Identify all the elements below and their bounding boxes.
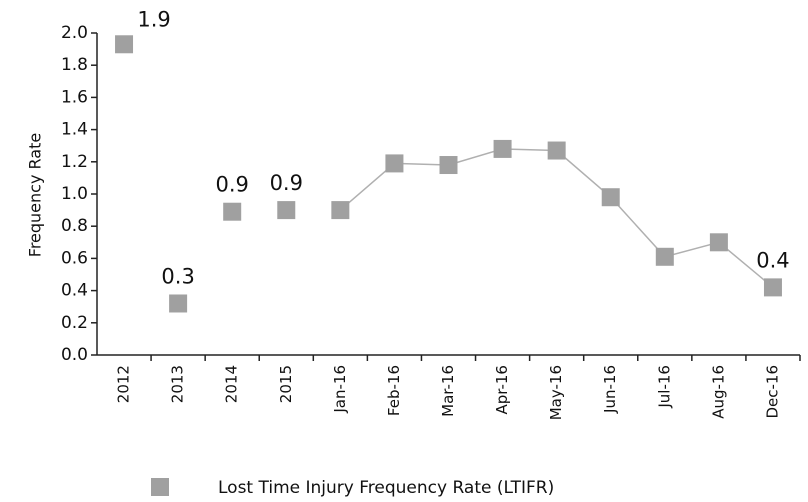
marker [169,294,188,313]
y-tick-label: 1.2 [61,152,88,172]
legend-marker [151,478,169,496]
x-tick-label: Feb-16 [385,365,403,416]
marker [439,156,458,175]
y-tick-label: 1.4 [61,120,88,140]
value-label: 1.9 [137,7,170,31]
value-label: 0.9 [215,173,248,197]
x-tick-label: Jul-16 [655,365,673,409]
value-label: 0.9 [270,171,303,195]
marker [385,154,404,173]
line [339,148,774,288]
marker [547,141,566,160]
x-tick-label: 2014 [223,365,241,403]
x-tick-label: May-16 [547,365,565,420]
y-tick-label: 1.0 [61,184,88,204]
marker [655,247,674,266]
x-tick-label: 2013 [169,365,187,403]
legend-label: Lost Time Injury Frequency Rate (LTIFR) [218,478,554,498]
marker [115,35,134,54]
marker [601,188,620,207]
y-tick-label: 1.6 [61,87,88,107]
y-tick-label: 2.0 [61,23,88,43]
x-tick-label: Apr-16 [493,365,511,415]
y-tick-label: 0.4 [61,281,88,301]
y-tick-label: 0.6 [61,248,88,268]
x-tick-label: Jan-16 [331,365,349,414]
x-tick-label: Mar-16 [439,365,457,417]
marker [709,233,728,252]
marker [223,202,242,221]
marker [763,278,782,297]
x-tick-label: Dec-16 [763,365,781,419]
value-label: 0.4 [756,248,789,272]
x-tick-label: 2015 [277,365,295,403]
marker [331,201,350,220]
x-tick-label: Aug-16 [709,365,727,419]
x-tick-label: Jun-16 [601,365,619,414]
y-axis-label: Frequency Rate [26,133,45,257]
y-tick-label: 0.8 [61,216,88,236]
marker [493,139,512,158]
value-label: 0.3 [161,264,194,288]
y-tick-label: 0.2 [61,313,88,333]
marker [277,201,296,220]
y-tick-label: 1.8 [61,55,88,75]
x-tick-label: 2012 [115,365,133,403]
y-tick-label: 0.0 [61,345,88,365]
